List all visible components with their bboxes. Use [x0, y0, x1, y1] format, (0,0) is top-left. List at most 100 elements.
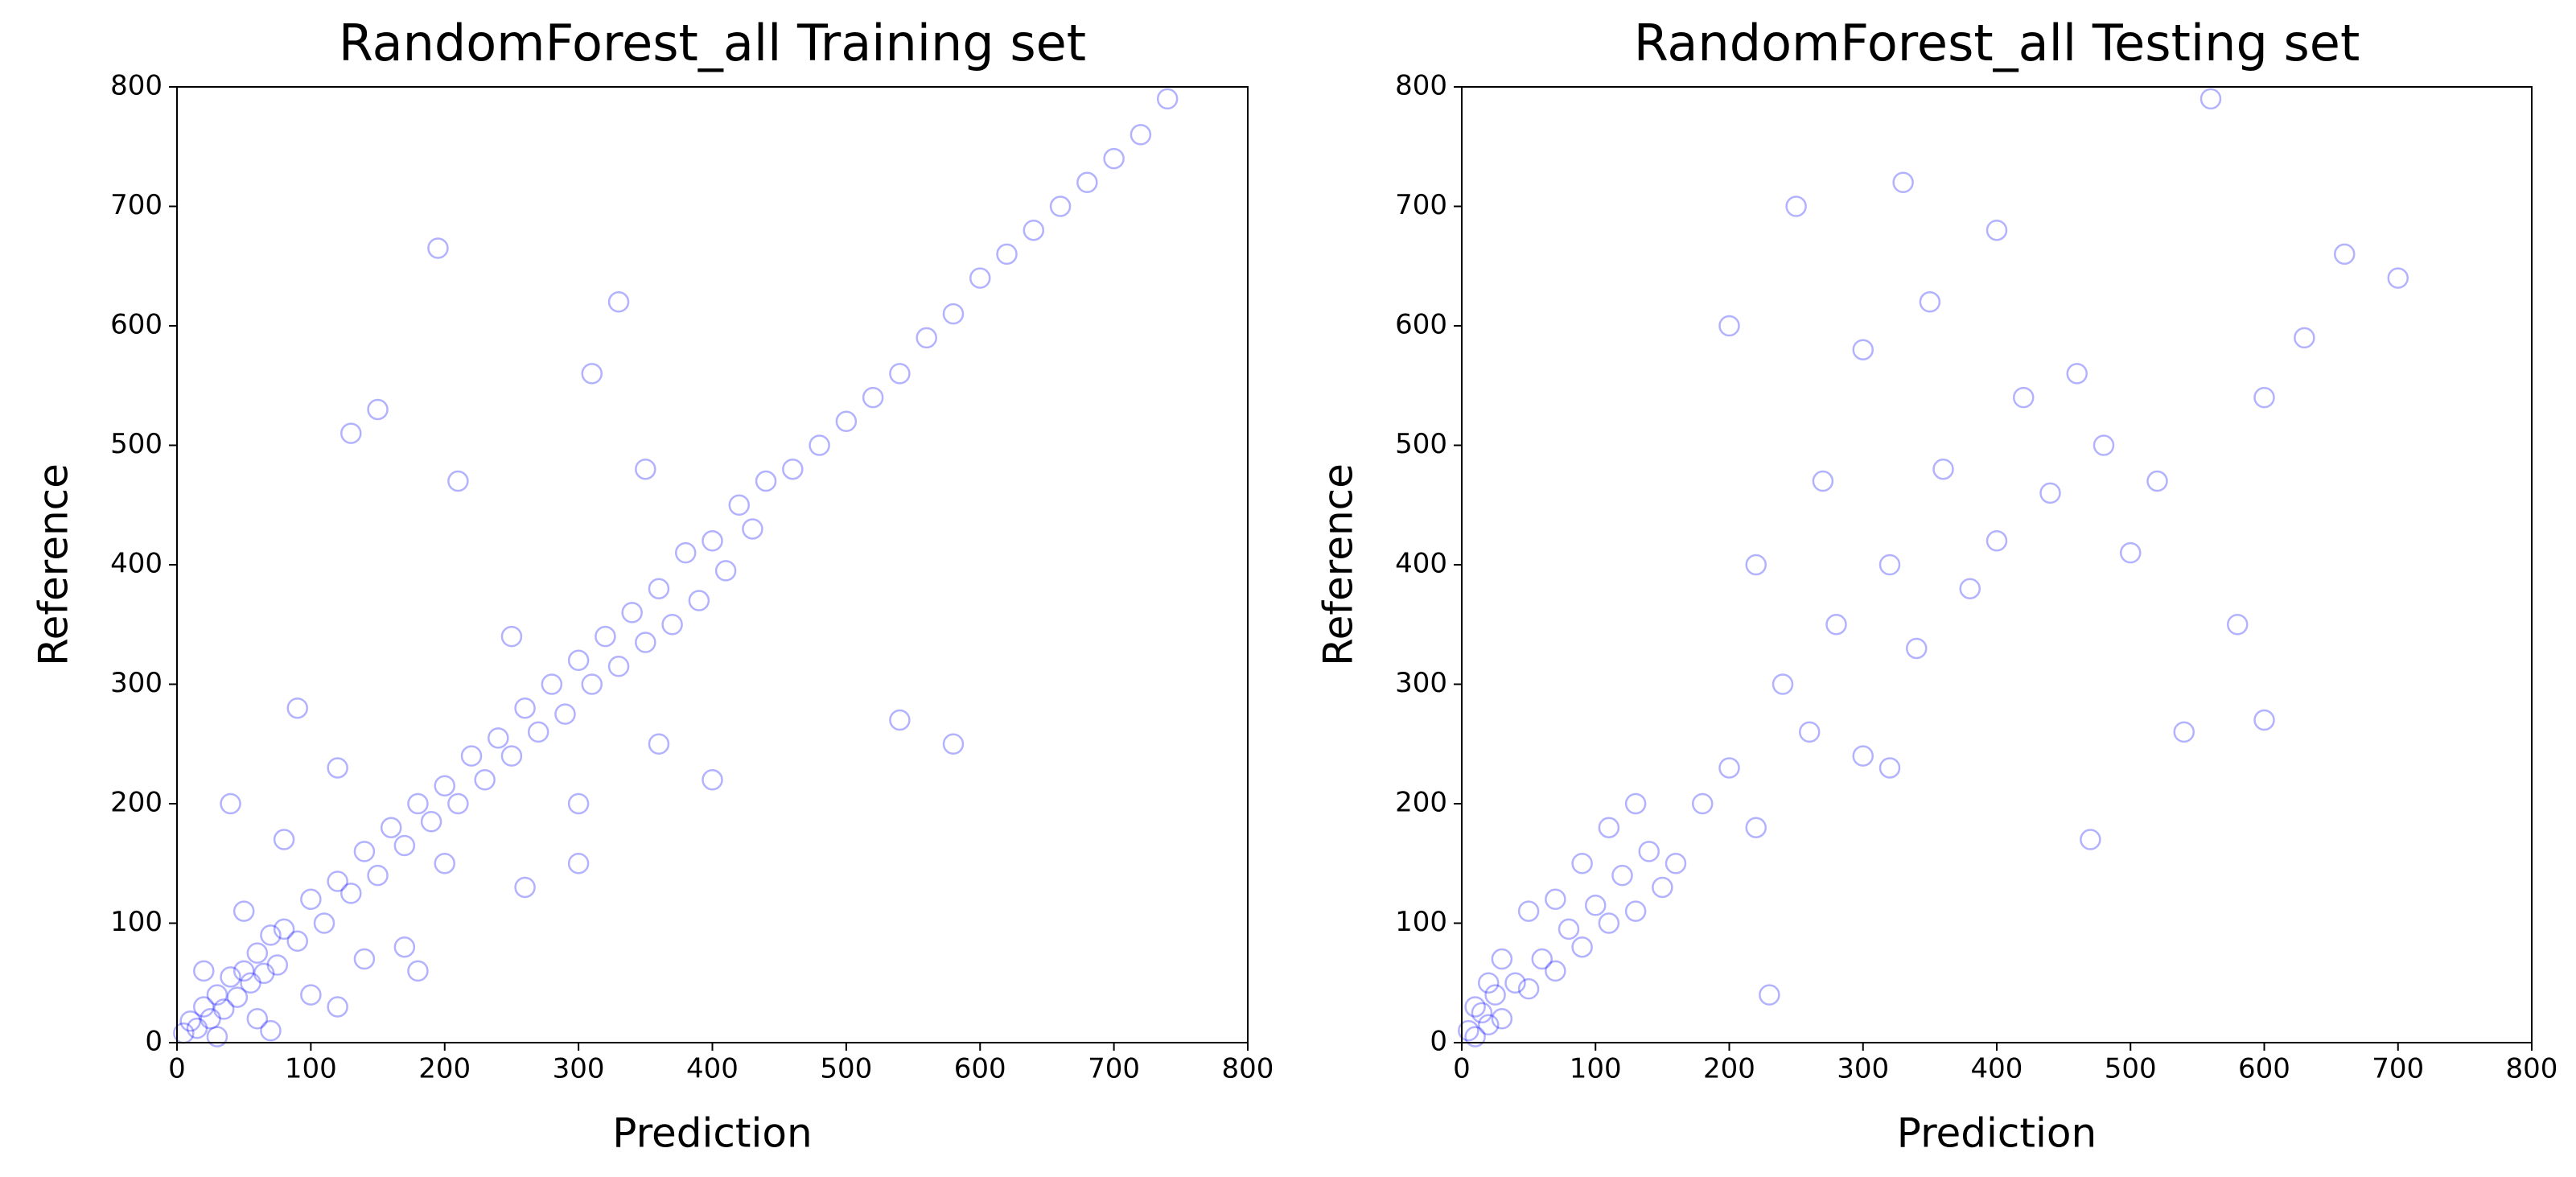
- point: [889, 709, 911, 731]
- point: [1624, 792, 1647, 815]
- y-tick-label: 600: [110, 309, 163, 341]
- point: [1103, 147, 1125, 170]
- x-axis-label: Prediction: [612, 1110, 812, 1157]
- point: [393, 834, 416, 857]
- y-tick-label: 100: [1395, 906, 1447, 938]
- point: [420, 811, 442, 833]
- point: [240, 972, 261, 994]
- point: [193, 996, 215, 1018]
- y-tick-label: 500: [1395, 428, 1447, 460]
- point: [1545, 888, 1566, 911]
- point: [300, 888, 322, 911]
- point: [253, 962, 275, 985]
- point: [380, 817, 402, 838]
- point: [2120, 541, 2142, 564]
- point: [260, 924, 282, 946]
- point: [1491, 948, 1513, 970]
- point: [1491, 1008, 1513, 1030]
- x-tick-label: 0: [168, 1053, 186, 1085]
- point: [260, 1019, 282, 1042]
- x-tick-label: 400: [686, 1053, 739, 1085]
- point: [447, 792, 469, 815]
- x-tick-label: 400: [1971, 1053, 2023, 1085]
- point: [1718, 757, 1740, 779]
- point: [809, 434, 830, 456]
- point: [1049, 195, 1072, 217]
- point: [567, 853, 590, 875]
- point: [2227, 614, 2249, 636]
- point: [407, 960, 429, 982]
- point: [266, 954, 289, 976]
- point: [1558, 918, 1580, 940]
- point: [942, 733, 965, 755]
- point: [474, 769, 496, 791]
- y-tick-label: 0: [1430, 1026, 1447, 1058]
- point: [186, 1017, 208, 1039]
- axes-frame: [176, 86, 1249, 1043]
- x-tick-label: 200: [418, 1053, 471, 1085]
- point: [554, 703, 576, 725]
- point: [434, 775, 455, 796]
- point: [460, 745, 483, 767]
- point: [1665, 853, 1687, 875]
- x-tick-label: 700: [1088, 1053, 1140, 1085]
- point: [1638, 841, 1660, 862]
- point: [1531, 948, 1553, 970]
- point: [226, 986, 249, 1008]
- point: [206, 984, 228, 1006]
- point: [220, 966, 241, 988]
- y-tick-label: 200: [1395, 787, 1447, 819]
- point: [1985, 530, 2008, 552]
- point: [1464, 996, 1486, 1018]
- point: [889, 363, 911, 385]
- point: [541, 673, 563, 695]
- point: [313, 912, 335, 934]
- point: [407, 792, 429, 815]
- x-tick-label: 700: [2372, 1053, 2424, 1085]
- axes-frame: [1461, 86, 2533, 1043]
- point: [246, 942, 269, 964]
- point: [527, 721, 549, 743]
- point: [1785, 195, 1807, 217]
- point: [702, 769, 723, 791]
- chart-title: RandomForest_all Training set: [339, 14, 1086, 72]
- point: [916, 327, 937, 349]
- point: [367, 398, 389, 421]
- point: [1484, 984, 1506, 1006]
- point: [1879, 554, 1901, 576]
- point: [2080, 829, 2101, 850]
- point: [2092, 434, 2115, 456]
- point: [621, 602, 643, 623]
- point: [1585, 894, 1607, 916]
- x-tick-label: 300: [553, 1053, 605, 1085]
- x-tick-label: 500: [2105, 1053, 2157, 1085]
- point: [702, 530, 723, 552]
- x-tick-label: 300: [1837, 1053, 1889, 1085]
- point: [232, 960, 255, 982]
- point: [742, 518, 763, 540]
- y-tick-label: 700: [1395, 189, 1447, 221]
- point: [367, 864, 389, 887]
- point: [1471, 1002, 1493, 1024]
- point: [1504, 972, 1526, 994]
- y-tick-label: 500: [110, 428, 163, 460]
- y-tick-label: 400: [110, 548, 163, 580]
- point: [232, 900, 255, 922]
- point: [327, 996, 348, 1018]
- point: [661, 614, 683, 636]
- point: [2066, 363, 2088, 385]
- x-tick-label: 100: [1570, 1053, 1622, 1085]
- point: [353, 948, 376, 970]
- point: [607, 655, 630, 677]
- point: [340, 422, 362, 444]
- point: [286, 930, 308, 953]
- point: [1598, 912, 1620, 934]
- point: [2173, 721, 2195, 743]
- point: [1985, 219, 2008, 241]
- point: [1076, 171, 1098, 194]
- point: [273, 918, 295, 940]
- point: [1892, 171, 1914, 194]
- point: [1812, 470, 1834, 492]
- point: [2199, 88, 2222, 110]
